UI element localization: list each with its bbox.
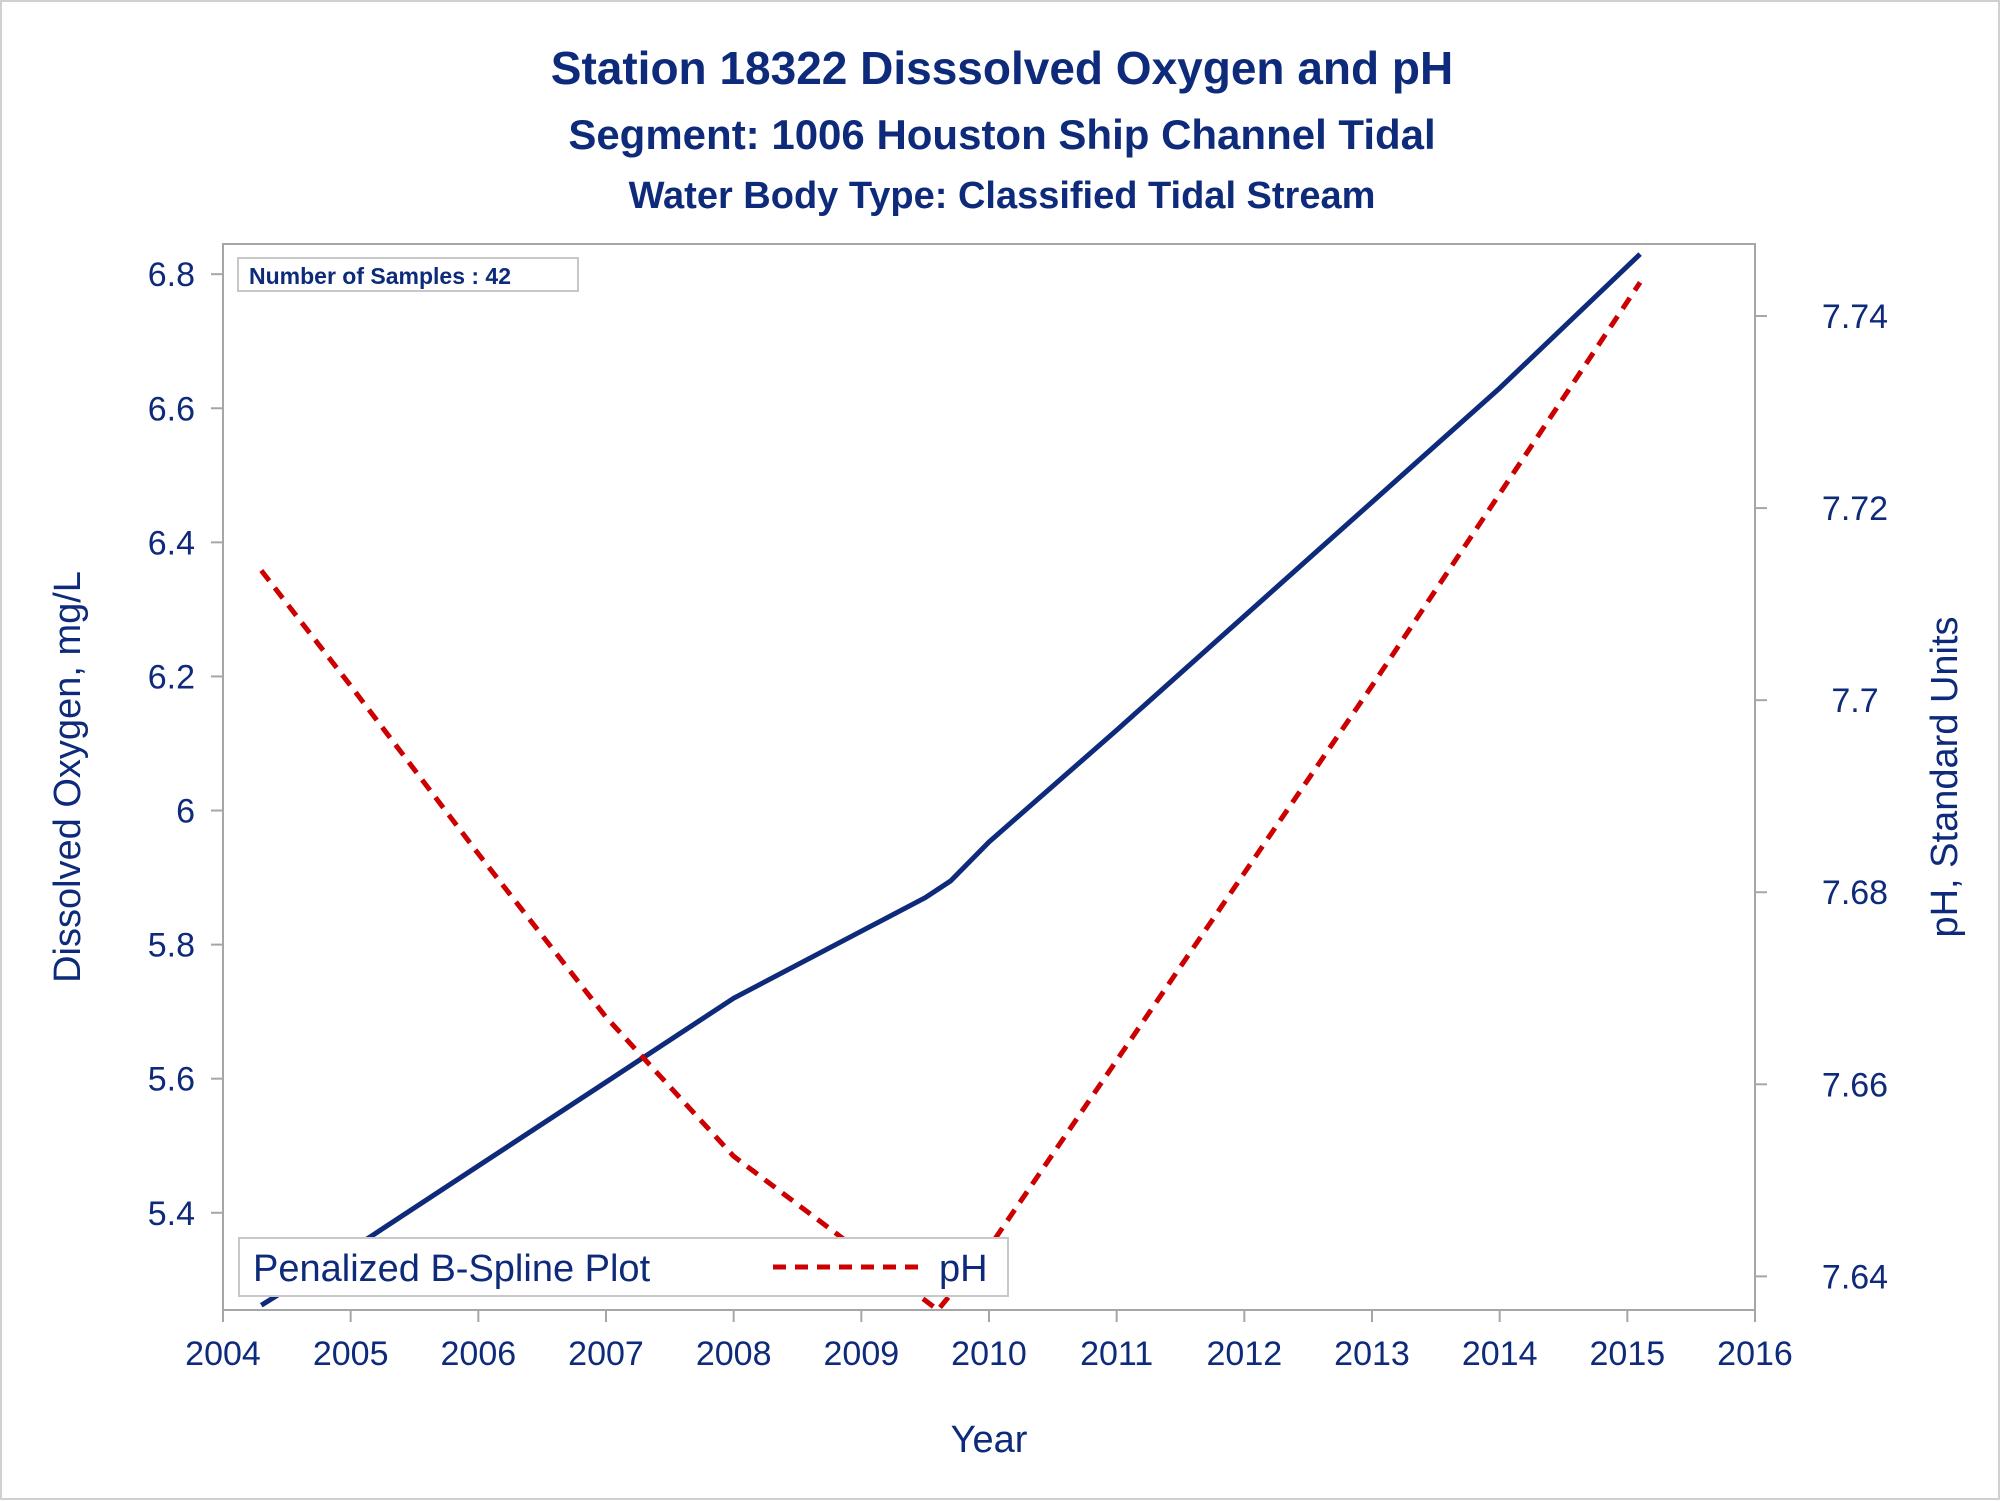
- sample-count-box: [237, 257, 579, 292]
- y-left-tick-label: 5.6: [148, 1061, 195, 1099]
- y-right-tick-label: 7.72: [1822, 490, 1888, 528]
- x-tick-label: 2006: [441, 1335, 517, 1373]
- y-right-tick-label: 7.68: [1822, 874, 1888, 912]
- x-tick-label: 2009: [824, 1335, 900, 1373]
- y-right-axis-label: pH, Standard Units: [1924, 616, 1966, 937]
- x-tick-label: 2013: [1334, 1335, 1410, 1373]
- y-left-axis-ticks: 5.4 5.6 5.8 6 6.2 6.4 6.6 6.8: [148, 256, 223, 1233]
- x-tick-label: 2005: [313, 1335, 389, 1373]
- y-left-tick-label: 5.4: [148, 1195, 195, 1233]
- legend-box: [238, 1237, 1009, 1297]
- x-tick-label: 2012: [1207, 1335, 1283, 1373]
- legend-title: Penalized B-Spline Plot: [253, 1248, 651, 1290]
- y-left-tick-label: 5.8: [148, 927, 195, 965]
- x-tick-label: 2011: [1080, 1335, 1153, 1373]
- x-tick-label: 2010: [951, 1335, 1027, 1373]
- x-tick-label: 2007: [568, 1335, 644, 1373]
- y-left-tick-label: 6.8: [148, 256, 195, 294]
- y-right-tick-label: 7.66: [1822, 1066, 1888, 1104]
- plot-area: [222, 243, 1756, 1311]
- chart-subtitle-2: Water Body Type: Classified Tidal Stream: [629, 175, 1376, 217]
- chart-subtitle: Segment: 1006 Houston Ship Channel Tidal: [568, 111, 1435, 158]
- sample-count-annotation: Number of Samples : 42: [249, 263, 511, 289]
- x-tick-label: 2014: [1462, 1335, 1538, 1373]
- chart-title: Station 18322 Disssolved Oxygen and pH: [551, 42, 1453, 94]
- y-left-tick-label: 6: [176, 793, 195, 831]
- y-left-tick-label: 6.6: [148, 390, 195, 428]
- y-right-tick-label: 7.64: [1822, 1258, 1888, 1296]
- dissolved-oxygen-series-line: [259, 252, 1642, 1308]
- legend-ph-label: pH: [939, 1248, 988, 1290]
- y-left-tick-label: 6.2: [148, 658, 195, 696]
- x-tick-label: 2016: [1717, 1335, 1793, 1373]
- x-axis-label: Year: [951, 1419, 1028, 1461]
- x-tick-label: 2015: [1590, 1335, 1666, 1373]
- series-layer: [259, 252, 1643, 1313]
- x-tick-label: 2008: [696, 1335, 772, 1373]
- x-tick-label: 2004: [185, 1335, 261, 1373]
- y-right-tick-label: 7.74: [1822, 298, 1888, 336]
- y-right-axis-ticks: 7.64 7.66 7.68 7.7 7.72 7.74: [1755, 298, 1888, 1296]
- x-axis-ticks: 2004 2005 2006 2007 2008 2009 2010 2011 2012 2013…: [185, 1310, 1793, 1373]
- ph-series-line: [259, 281, 1643, 1313]
- y-left-axis-label: Dissolved Oxygen, mg/L: [47, 571, 89, 983]
- y-right-tick-label: 7.7: [1831, 682, 1878, 720]
- y-left-tick-label: 6.4: [148, 524, 195, 562]
